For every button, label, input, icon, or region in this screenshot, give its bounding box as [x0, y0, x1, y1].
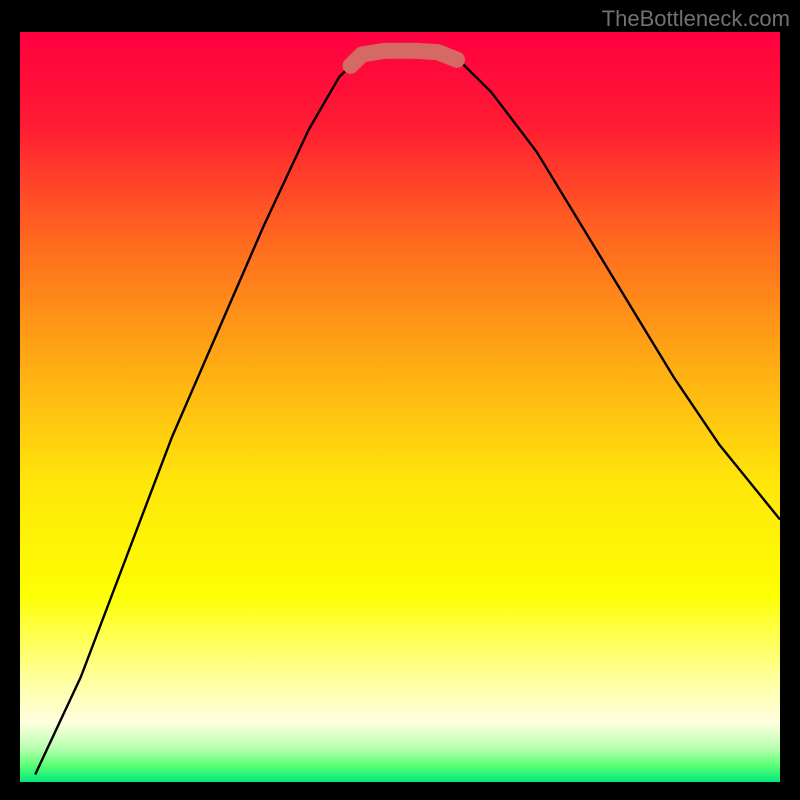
gradient-background [20, 32, 780, 782]
chart-frame: TheBottleneck.com [0, 0, 800, 800]
bottleneck-chart [20, 32, 780, 782]
watermark-text: TheBottleneck.com [602, 6, 790, 32]
